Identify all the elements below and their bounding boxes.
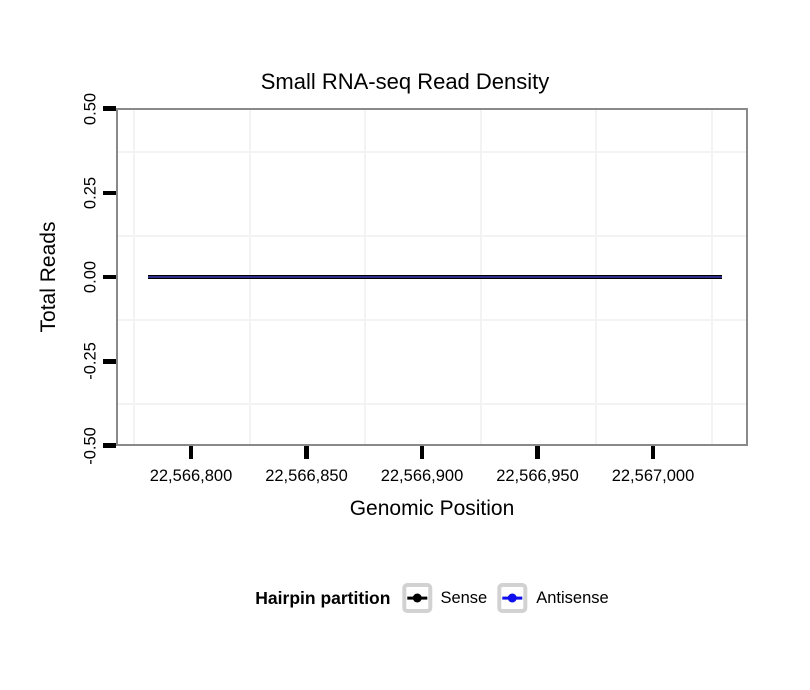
x-tick-label: 22,566,900 [380,467,464,485]
x-tick-label: 22,566,850 [265,467,348,485]
x-tick-label: 22,567,000 [611,467,695,485]
y-tick-label: 0.00 [81,260,100,294]
legend-label-sense: Sense [440,588,488,607]
antisense-point-icon [507,593,517,603]
y-axis-tick [103,359,116,364]
x-axis-tick [535,446,540,459]
legend-key-antisense [497,583,528,613]
y-tick-label: 0.50 [81,92,100,125]
chart-title: Small RNA-seq Read Density [260,69,550,94]
x-tick-label: 22,566,950 [496,467,579,485]
legend: Hairpin partition Sense Antisense [255,583,609,613]
y-tick-label: 0.25 [81,176,100,209]
sense-point-icon [412,593,422,603]
x-axis-title: Genomic Position [349,497,515,520]
minor-gridline-horizontal [118,234,746,237]
x-axis-tick [419,446,425,459]
y-axis-title: Total Reads [37,221,60,333]
legend-key-sense [402,583,433,613]
y-tick-label: -0.25 [81,342,100,381]
minor-gridline-horizontal [118,150,746,153]
y-tick-label: -0.50 [81,426,100,465]
antisense-series-line [148,276,722,278]
x-axis-tick [650,446,656,459]
legend-title: Hairpin partition [255,587,391,608]
minor-gridline-horizontal [118,403,746,406]
legend-label-antisense: Antisense [536,588,609,607]
x-axis-tick [188,446,194,459]
y-axis-tick [103,443,116,448]
y-axis-tick [103,106,116,111]
minor-gridline-horizontal [118,319,746,322]
y-axis-tick [103,274,116,280]
y-axis-tick [103,190,116,195]
x-axis-tick [304,446,309,459]
x-tick-label: 22,566,800 [149,467,233,485]
minor-gridline-vertical [133,110,135,444]
